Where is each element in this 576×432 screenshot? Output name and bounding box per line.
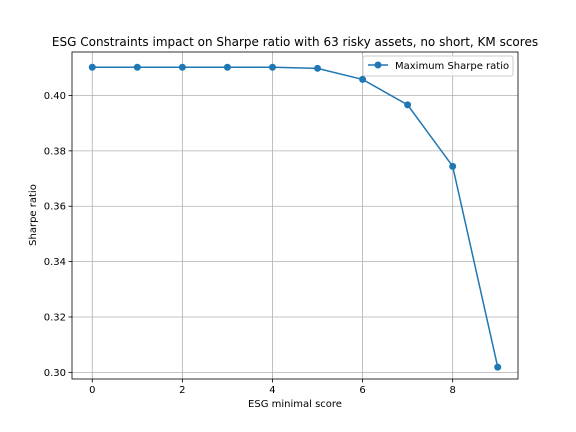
- y-axis-label: Sharpe ratio: [28, 184, 39, 246]
- x-tick-label: 8: [449, 385, 455, 396]
- y-tick-label: 0.36: [44, 202, 66, 213]
- legend-box: [362, 55, 514, 77]
- x-tick-label: 2: [179, 385, 185, 396]
- legend: Maximum Sharpe ratio: [362, 55, 514, 77]
- y-tick-label: 0.34: [44, 257, 66, 268]
- y-tick-label: 0.38: [44, 146, 66, 157]
- y-tick-label: 0.32: [44, 312, 66, 323]
- y-tick-label: 0.30: [44, 368, 66, 379]
- y-axis-ticks: 0.30 0.32 0.34 0.36 0.38 0.40: [44, 91, 72, 379]
- chart-title: ESG Constraints impact on Sharpe ratio w…: [52, 35, 538, 49]
- x-tick-label: 6: [359, 385, 365, 396]
- data-point: [314, 64, 322, 72]
- data-point: [404, 101, 412, 109]
- data-point: [133, 63, 141, 71]
- data-point: [494, 363, 502, 371]
- x-axis-ticks: 0 2 4 6 8: [89, 379, 456, 396]
- data-point: [359, 75, 367, 83]
- data-point: [449, 162, 457, 170]
- x-tick-label: 0: [89, 385, 95, 396]
- data-point: [223, 63, 231, 71]
- series-layer: [88, 63, 502, 371]
- x-tick-label: 4: [269, 385, 275, 396]
- legend-marker: [374, 61, 382, 69]
- x-axis-label: ESG minimal score: [248, 399, 342, 410]
- grid-lines: [72, 52, 518, 379]
- y-tick-label: 0.40: [44, 91, 66, 102]
- data-point: [88, 63, 96, 71]
- data-point: [268, 63, 276, 71]
- series-line: [92, 66, 499, 368]
- legend-label: Maximum Sharpe ratio: [395, 61, 509, 72]
- plot-frame: [71, 51, 519, 380]
- data-point: [178, 63, 186, 71]
